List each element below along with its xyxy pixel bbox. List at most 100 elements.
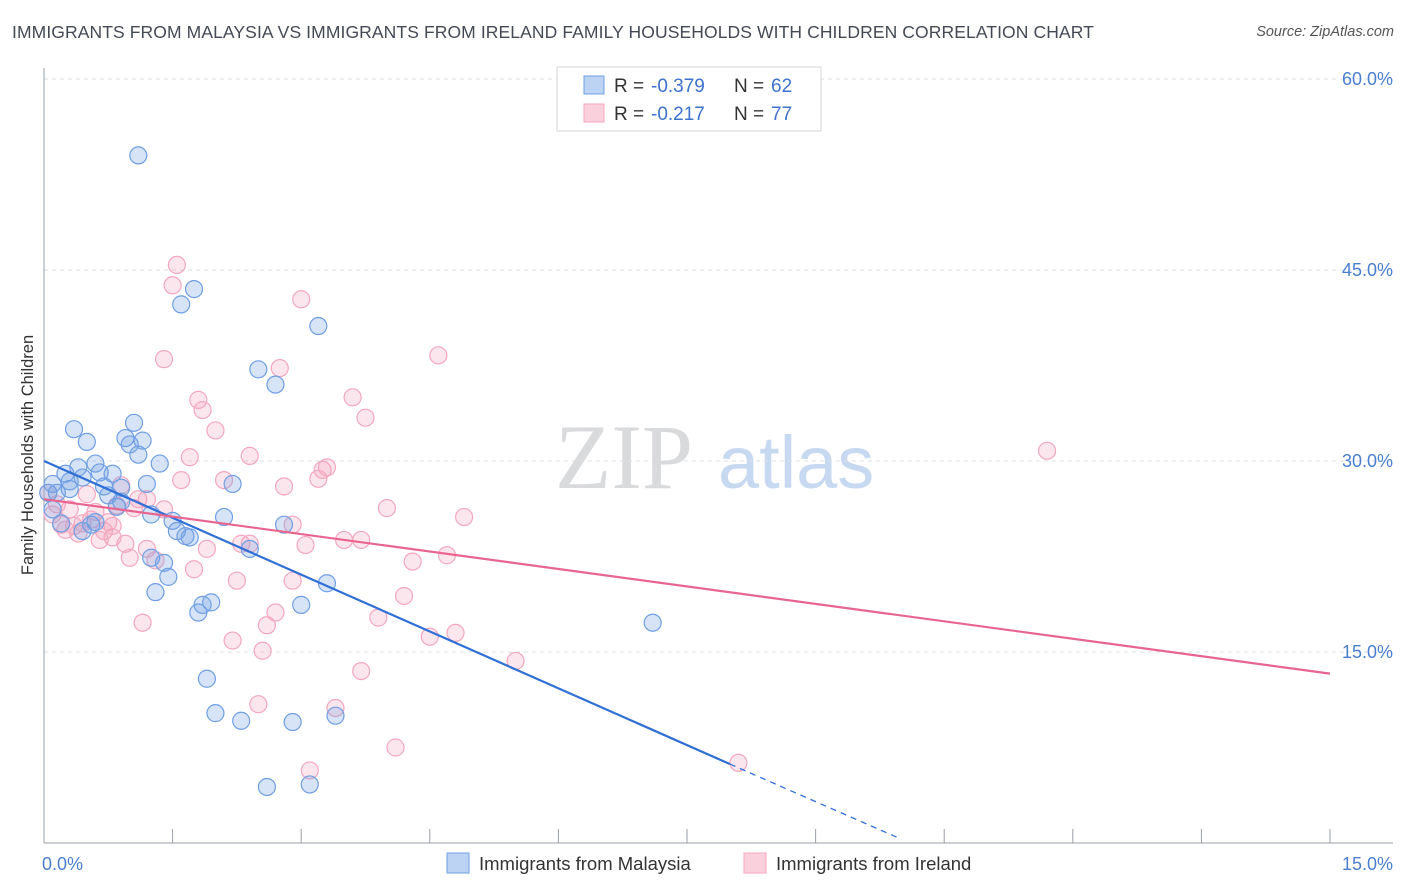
y-axis-label: Family Households with Children [19,335,37,575]
legend-n-value-malaysia: 62 [771,76,792,97]
legend-r-value-ireland: -0.217 [651,104,705,125]
ireland-point [274,477,294,496]
y-tick-label: 45.0% [1342,260,1393,280]
ireland-point [257,616,277,635]
ireland-point [446,623,465,643]
bottom-legend: Immigrants from Malaysia Immigrants from… [446,852,971,874]
malaysia-point [172,295,191,314]
bottom-legend-label-malaysia: Immigrants from Malaysia [479,853,691,874]
malaysia-point [206,704,225,723]
malaysia-point [274,515,294,534]
malaysia-point [159,567,178,586]
ireland-point [253,641,272,660]
malaysia-point [43,500,62,519]
ireland-point [197,539,216,558]
legend-swatch-ireland [583,103,605,123]
trend-line-malaysia-extrapolated [729,763,902,840]
legend-r-value-malaysia: -0.379 [651,76,705,97]
x-ticks [172,829,1331,843]
ireland-point [240,446,259,466]
ireland-point [103,516,122,536]
malaysia-point [214,507,234,527]
legend-n-label-ireland: N = [734,104,764,125]
chart-title: IMMIGRANTS FROM MALAYSIA VS IMMIGRANTS F… [12,22,1094,42]
bottom-legend-swatch-malaysia [446,852,470,874]
legend-r-label-malaysia: R = [614,76,644,97]
malaysia-point [292,595,311,614]
watermark-zip: ZIP [555,406,693,508]
ireland-point [214,471,234,490]
malaysia-point [197,669,216,688]
malaysia-point [77,432,96,451]
malaysia-point [150,454,169,473]
malaysia-point [39,483,58,502]
ireland-point [1037,441,1057,460]
bottom-legend-swatch-ireland [743,852,767,874]
watermark-atlas: atlas [718,421,874,504]
ireland-point [167,255,186,275]
y-tick-label: 60.0% [1342,69,1393,89]
ireland-point [352,530,371,550]
series-ireland-points [39,255,1057,780]
malaysia-point [73,521,92,541]
ireland-point [352,661,371,681]
malaysia-point [129,445,148,464]
malaysia-point [257,777,277,797]
ireland-point [300,761,319,780]
legend-box: R = -0.379 N = 62 R = -0.217 N = 77 [556,66,822,132]
grid [44,78,1393,653]
malaysia-point [184,280,204,299]
malaysia-point [309,316,328,336]
ireland-point [266,603,285,622]
ireland-point [249,695,268,714]
ireland-point [313,460,332,480]
malaysia-point [137,474,156,494]
ireland-point [77,485,96,504]
malaysia-point [202,593,221,612]
ireland-point [292,290,311,309]
ireland-point [283,571,302,590]
x-tick-label-min: 0.0% [42,854,83,874]
y-tick-label: 30.0% [1342,451,1393,471]
ireland-point [206,421,225,440]
malaysia-point [326,706,345,725]
ireland-point [133,613,152,632]
malaysia-point [300,775,319,794]
ireland-point [223,631,242,650]
ireland-point [189,390,208,409]
ireland-point [184,560,204,579]
ireland-point [356,408,375,427]
malaysia-point [643,613,662,632]
malaysia-point [133,431,152,450]
ireland-point [193,400,212,420]
malaysia-point [129,146,148,165]
malaysia-point [52,514,71,533]
ireland-point [172,471,191,490]
ireland-point [429,346,448,365]
malaysia-point [266,375,285,394]
x-tick-label-max: 15.0% [1342,854,1393,874]
ireland-point [403,552,422,571]
y-tick-labels: 15.0% 30.0% 45.0% 60.0% [1342,69,1393,662]
malaysia-point [223,474,242,494]
malaysia-point [86,513,105,532]
malaysia-point [154,553,174,572]
malaysia-point [283,712,302,732]
ireland-point [270,358,289,378]
ireland-point [326,698,345,718]
malaysia-point [124,413,144,432]
ireland-point [116,534,135,553]
malaysia-point [103,464,122,483]
trend-lines [43,459,1331,840]
malaysia-point [60,479,79,499]
ireland-point [729,753,748,772]
malaysia-point [180,528,199,547]
y-tick-label: 15.0% [1342,642,1393,662]
legend-r-label-ireland: R = [614,104,644,125]
ireland-point [180,448,199,467]
legend-n-value-ireland: 77 [771,104,792,125]
source-label: Source: ZipAtlas.com [1256,24,1394,40]
ireland-point [394,586,414,606]
ireland-point [386,738,405,757]
